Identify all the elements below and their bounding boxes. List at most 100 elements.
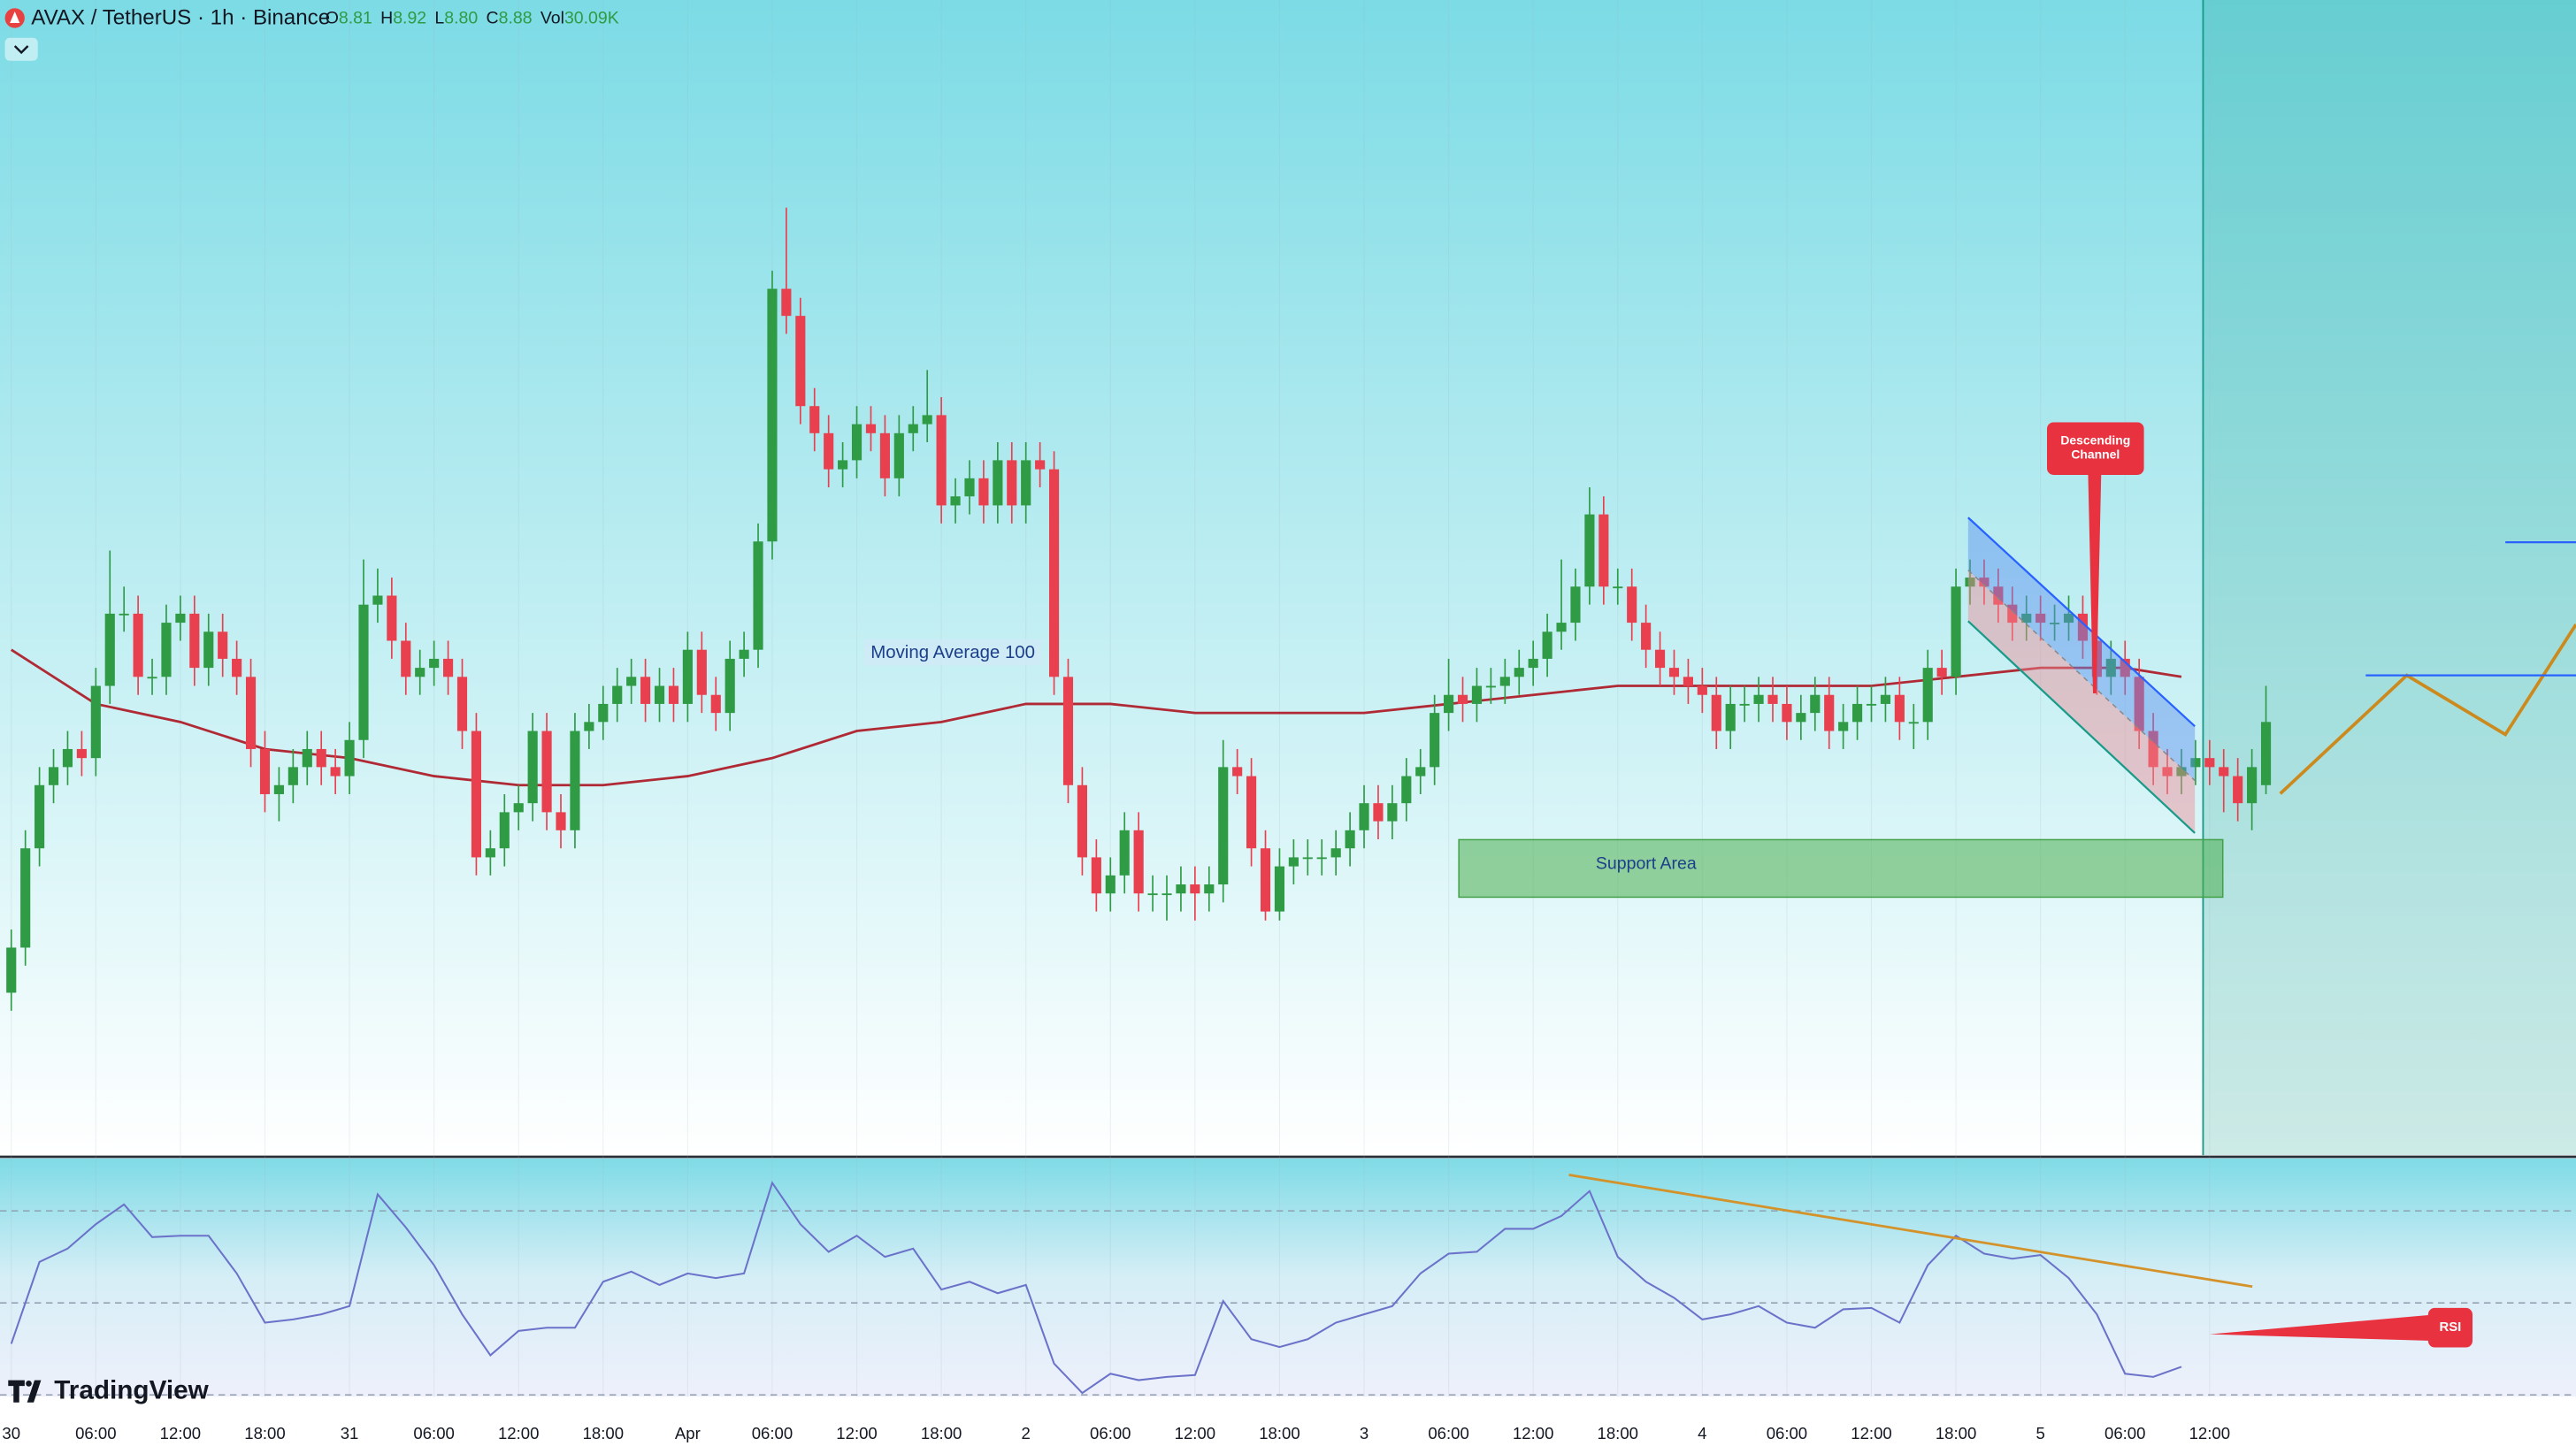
candle-body [865,424,877,433]
x-tick-label: 2 [1022,1424,1031,1442]
candle-body [302,748,312,768]
time-axis [0,1398,2576,1446]
candle-body [1485,685,1496,688]
ohlc-key: C [487,9,499,28]
candle-body [48,767,59,785]
callout-text: Descending [2060,433,2130,448]
candle-body [147,677,157,679]
x-tick-label: 12:00 [498,1424,539,1442]
x-tick-label: 06:00 [2104,1424,2145,1442]
candle-body [1288,857,1299,867]
candle-body [442,658,454,677]
candle-body [2050,623,2060,624]
x-tick-label: 12:00 [1513,1424,1553,1442]
candle-body [133,613,143,677]
candle-body [1274,866,1285,912]
candle-body [372,595,383,605]
brand-logo [8,1380,42,1403]
candle-body [626,677,637,686]
candle-body [1048,469,1060,677]
channel-mid [1967,570,2196,782]
candle-body [259,748,271,794]
candle-body [2247,767,2258,804]
channel-bottom [1967,620,2196,834]
candle-body [527,731,538,804]
candle-body [753,541,763,650]
candle-body [513,803,524,813]
candle-body [2190,758,2201,768]
ohlc-value: 8.92 [393,9,426,28]
candle-body [499,812,510,849]
candle-body [316,748,326,768]
candle-body [541,731,552,813]
candle-body [668,685,679,704]
candle-body [809,406,820,433]
candle-body [1444,694,1454,714]
candle-body [1176,884,1186,894]
candle-body [654,685,665,704]
candle-body [1556,623,1567,632]
candle-body [1767,694,1778,704]
candle-body [1584,514,1595,587]
ohlc-legend: O8.81 H8.92 L8.80 C8.88 Vol30.09K [326,9,619,28]
chart-title: AVAX / TetherUS · 1h · Binance [31,6,330,30]
candle-body [2036,613,2046,624]
x-tick-label: 12:00 [1175,1424,1215,1442]
x-tick-label: 06:00 [413,1424,454,1442]
candle-body [1654,649,1666,669]
candle-body [1725,703,1736,731]
support-label: Support Area [1596,853,1697,873]
ohlc-value: 8.88 [499,9,533,28]
candle-body [724,658,735,714]
candle-body [2162,767,2173,777]
candle-body [851,424,862,461]
candle-body [1415,767,1426,777]
candle-body [1908,722,1919,724]
candle-body [1471,685,1483,704]
candle-body [640,677,651,704]
candle-body [570,731,580,830]
candle-body [1430,713,1440,768]
brand: TradingView [54,1376,209,1405]
x-tick-label: 06:00 [1428,1424,1468,1442]
candle-body [1697,685,1707,695]
rsi-label-box [2427,1307,2472,1348]
candle-body [1162,893,1172,896]
candle-body [1753,694,1764,704]
candle-body [415,668,426,677]
candle-body [1119,830,1130,876]
collapse-button[interactable] [4,37,38,61]
candle-body [90,685,101,759]
rsi-marks [0,1181,2576,1396]
candle-body [2120,658,2130,677]
candle-body [288,767,298,785]
candle-body [2021,613,2032,624]
candle-body [2077,613,2089,641]
candle-body [879,432,890,478]
candle-body [6,947,17,993]
candle-body [1190,884,1200,894]
candle-body [1035,460,1046,470]
candle-body [1965,578,1975,587]
candle-body [1330,848,1341,858]
candle-body [1683,677,1693,686]
candle-body [189,613,200,669]
candle-body [1598,514,1609,587]
candle-body [1866,703,1877,706]
candle-body [1627,586,1637,624]
candle-body [1345,830,1355,849]
candle-body [1077,784,1087,858]
candle-body [710,694,721,714]
candle-body [429,658,440,669]
ohlc-value: 30.09K [564,9,619,28]
candle-body [696,649,707,695]
candle-body [456,677,468,731]
forecast-zone [2203,0,2576,1156]
candle-body [1204,884,1215,894]
chevron [13,45,29,55]
x-tick-label: 18:00 [583,1424,624,1442]
x-tick-label: 31 [341,1424,359,1442]
candle-body [471,731,482,858]
